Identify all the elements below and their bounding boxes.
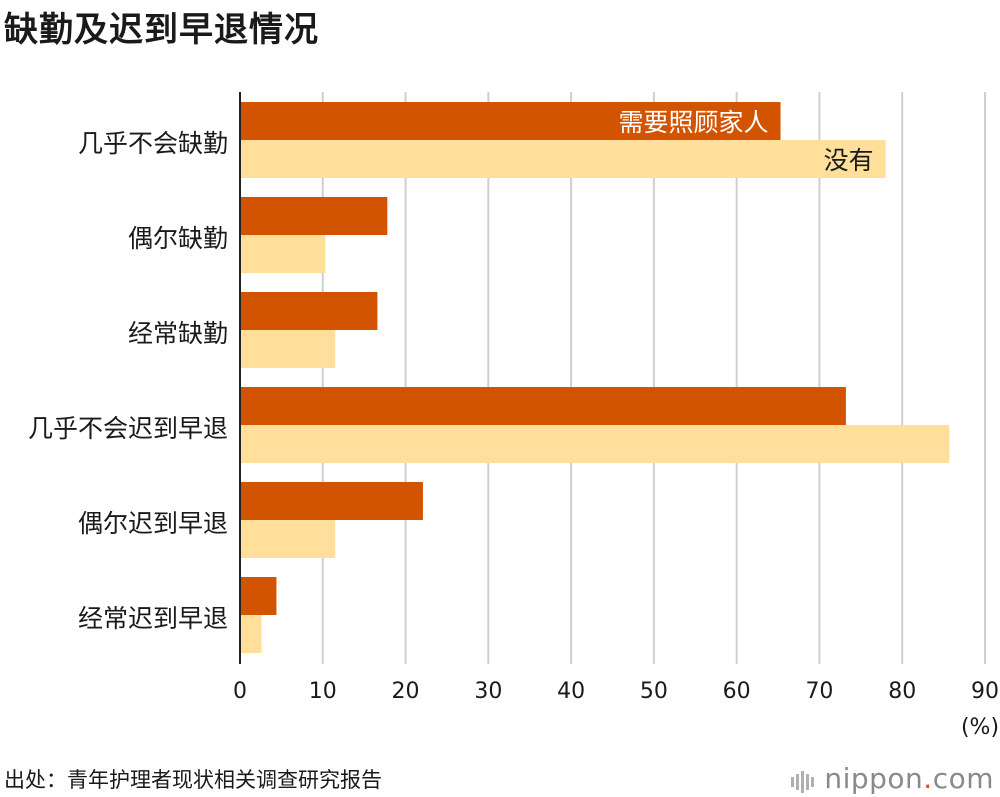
x-tick-label: 10 [309,679,337,704]
bar-care [240,292,378,330]
bar-none [240,140,886,178]
bar-none [240,425,950,463]
bar-none [240,235,326,273]
x-tick-label: 90 [971,679,999,704]
bar-care [240,197,388,235]
bar-none [240,615,262,653]
x-unit-label: (%) [961,715,999,740]
category-label: 经常迟到早退 [78,604,228,633]
bar-none [240,330,336,368]
series-label-none: 没有 [824,146,874,175]
source-note: 出处：青年护理者现状相关调查研究报告 [4,768,382,792]
bar-care [240,387,846,425]
nippon-logo: nippon.com [791,762,994,797]
x-tick-label: 30 [474,679,502,704]
bar-none [240,520,336,558]
category-label: 经常缺勤 [128,319,228,348]
category-label: 偶尔缺勤 [128,224,228,253]
bar-chart: 0 10 20 30 40 50 60 70 80 90 (%) 几乎不会缺勤偶尔缺勤经常缺勤几乎不会… [28,92,999,740]
category-label: 几乎不会迟到早退 [28,414,228,443]
category-label: 偶尔迟到早退 [78,509,228,538]
category-label: 几乎不会缺勤 [78,129,228,158]
logo-dot: . [923,762,933,795]
x-tick-label: 80 [888,679,916,704]
x-tick-label: 70 [805,679,833,704]
x-tick-label: 40 [557,679,585,704]
x-tick-label: 20 [392,679,420,704]
logo-bars-icon [791,764,816,797]
series-label-care: 需要照顾家人 [619,108,769,137]
logo-tld: com [932,762,994,795]
bar-care [240,577,277,615]
bar-care [240,482,423,520]
x-tick-label: 50 [640,679,668,704]
x-tick-label: 60 [723,679,751,704]
logo-name: nippon [824,762,924,795]
chart-title: 缺勤及迟到早退情况 [4,10,319,50]
x-tick-label: 0 [233,679,247,704]
bar-care [240,102,781,140]
